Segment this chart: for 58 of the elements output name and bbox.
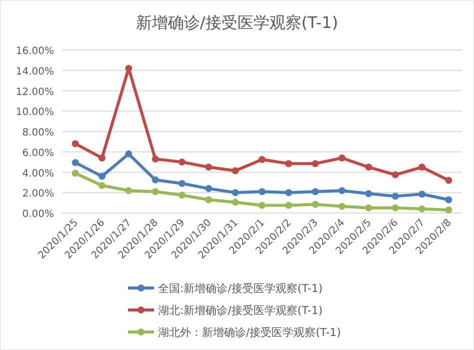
point xyxy=(152,156,159,163)
point xyxy=(232,167,239,174)
y-tick-label: 6.00% xyxy=(22,148,54,159)
point xyxy=(445,176,452,184)
point xyxy=(178,158,186,166)
point xyxy=(418,190,426,198)
point xyxy=(125,187,132,194)
point xyxy=(338,154,346,162)
point xyxy=(72,140,79,148)
point xyxy=(365,190,372,198)
point xyxy=(258,202,266,209)
point xyxy=(98,154,106,162)
point xyxy=(445,196,452,204)
point xyxy=(178,192,186,199)
point xyxy=(258,156,266,164)
point xyxy=(418,164,426,171)
point xyxy=(98,182,106,189)
point xyxy=(178,180,186,187)
legend-label: 全国:新增确诊/接受医学观察(T-1) xyxy=(158,282,323,295)
point xyxy=(392,204,399,212)
point xyxy=(98,172,106,180)
point xyxy=(205,185,212,192)
point xyxy=(445,206,452,214)
y-tick-label: 8.00% xyxy=(22,128,54,138)
point xyxy=(152,188,159,196)
point xyxy=(312,160,319,168)
point xyxy=(285,189,292,196)
legend-label: 湖北外：新增确诊/接受医学观察(T-1) xyxy=(158,326,341,339)
legend-label: 湖北:新增确诊/接受医学观察(T-1) xyxy=(158,304,323,317)
y-tick-label: 14.00% xyxy=(16,66,54,78)
point xyxy=(125,64,132,72)
point xyxy=(338,187,346,194)
point xyxy=(125,150,132,158)
point xyxy=(365,164,372,171)
y-tick-label: 10.00% xyxy=(16,107,54,118)
point xyxy=(338,202,346,210)
point xyxy=(312,200,319,208)
point xyxy=(365,204,372,212)
point xyxy=(285,202,292,209)
point xyxy=(72,170,79,177)
chart-title: 新增确诊/接受医学观察(T-1) xyxy=(136,13,338,32)
point xyxy=(232,189,239,196)
point xyxy=(205,164,212,171)
point xyxy=(72,159,79,166)
y-tick-label: 4.00% xyxy=(22,168,54,180)
point xyxy=(205,196,212,204)
point xyxy=(285,160,292,168)
point xyxy=(152,176,159,184)
y-tick-label: 16.00% xyxy=(16,46,54,57)
point xyxy=(392,171,399,178)
point xyxy=(258,188,266,196)
point xyxy=(392,192,399,200)
y-tick-label: 2.00% xyxy=(22,188,54,200)
point xyxy=(232,198,239,206)
point xyxy=(312,188,319,196)
point xyxy=(418,205,426,212)
y-tick-label: 0.00% xyxy=(22,209,54,220)
y-tick-label: 12.00% xyxy=(16,86,54,98)
